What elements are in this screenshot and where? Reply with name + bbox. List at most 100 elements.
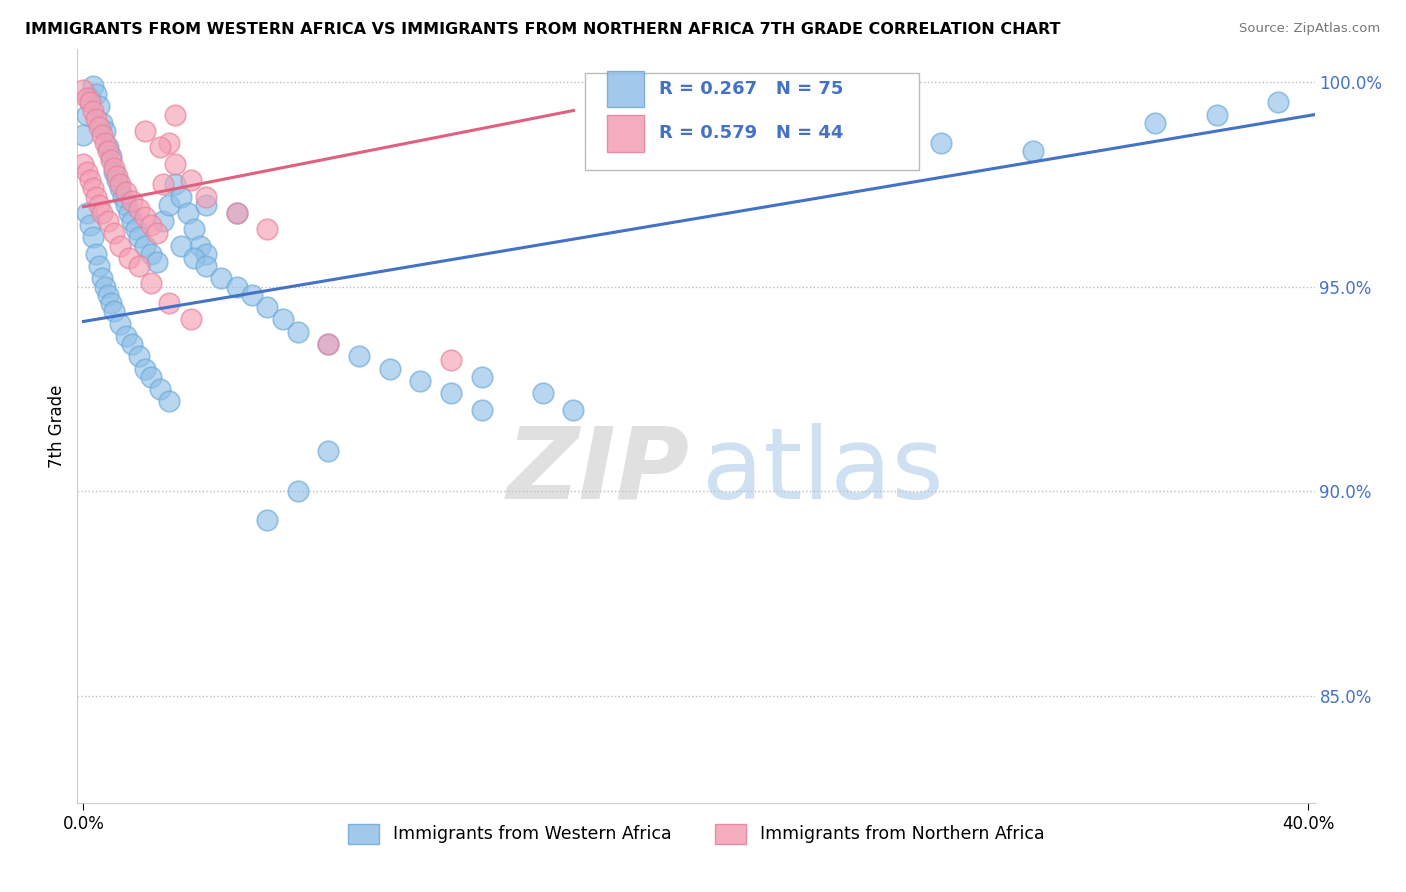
Point bbox=[256, 300, 278, 314]
Point bbox=[271, 312, 294, 326]
Point bbox=[225, 206, 247, 220]
Point bbox=[124, 222, 146, 236]
Point bbox=[79, 95, 101, 110]
Point bbox=[157, 296, 180, 310]
Point bbox=[90, 206, 112, 220]
Point bbox=[103, 161, 125, 175]
Point bbox=[225, 279, 247, 293]
Point bbox=[183, 222, 205, 236]
Point bbox=[72, 83, 94, 97]
Point bbox=[105, 169, 128, 183]
Point bbox=[176, 206, 198, 220]
Point bbox=[378, 361, 401, 376]
Point bbox=[82, 230, 104, 244]
Point bbox=[1022, 145, 1045, 159]
Point bbox=[103, 227, 125, 241]
Point bbox=[87, 99, 110, 113]
Point bbox=[440, 353, 463, 368]
Point bbox=[118, 251, 141, 265]
Point bbox=[287, 484, 309, 499]
Point bbox=[139, 247, 162, 261]
Point bbox=[72, 128, 94, 142]
Point bbox=[188, 238, 211, 252]
Point bbox=[183, 251, 205, 265]
Point bbox=[128, 202, 150, 216]
Point bbox=[87, 198, 110, 212]
Point bbox=[471, 369, 494, 384]
Point bbox=[84, 112, 107, 126]
Point bbox=[440, 386, 463, 401]
Point bbox=[105, 173, 128, 187]
Point bbox=[121, 214, 143, 228]
Point bbox=[194, 189, 217, 203]
Point bbox=[149, 140, 172, 154]
Point bbox=[79, 218, 101, 232]
Point bbox=[170, 189, 193, 203]
Point bbox=[146, 227, 169, 241]
Point bbox=[90, 271, 112, 285]
Text: R = 0.267   N = 75: R = 0.267 N = 75 bbox=[659, 80, 844, 98]
Point bbox=[97, 214, 120, 228]
Point bbox=[84, 189, 107, 203]
Point bbox=[562, 402, 585, 417]
Point bbox=[108, 238, 131, 252]
Point bbox=[115, 186, 138, 200]
Point bbox=[90, 128, 112, 142]
Point bbox=[318, 337, 340, 351]
Point bbox=[134, 210, 156, 224]
Point bbox=[194, 198, 217, 212]
Point bbox=[180, 173, 202, 187]
Point bbox=[82, 103, 104, 118]
Point bbox=[108, 317, 131, 331]
Point bbox=[134, 124, 156, 138]
Point bbox=[84, 247, 107, 261]
Point bbox=[157, 136, 180, 151]
Point bbox=[128, 349, 150, 363]
Point bbox=[139, 218, 162, 232]
Point bbox=[240, 288, 263, 302]
Point bbox=[149, 382, 172, 396]
Point bbox=[180, 312, 202, 326]
Point bbox=[409, 374, 432, 388]
Point bbox=[165, 107, 187, 121]
Point bbox=[128, 259, 150, 273]
Point bbox=[165, 157, 187, 171]
Point bbox=[76, 91, 98, 105]
Point bbox=[347, 349, 370, 363]
Point bbox=[90, 116, 112, 130]
Point bbox=[157, 198, 180, 212]
Point bbox=[87, 120, 110, 134]
Point bbox=[79, 91, 101, 105]
Point bbox=[115, 328, 138, 343]
Point bbox=[100, 153, 122, 167]
Point bbox=[165, 178, 187, 192]
Point bbox=[194, 247, 217, 261]
Point bbox=[209, 271, 232, 285]
Point bbox=[84, 87, 107, 102]
Point bbox=[157, 394, 180, 409]
Point bbox=[76, 107, 98, 121]
Point bbox=[121, 337, 143, 351]
Text: IMMIGRANTS FROM WESTERN AFRICA VS IMMIGRANTS FROM NORTHERN AFRICA 7TH GRADE CORR: IMMIGRANTS FROM WESTERN AFRICA VS IMMIGR… bbox=[25, 22, 1060, 37]
Point bbox=[134, 361, 156, 376]
Point bbox=[256, 513, 278, 527]
Point bbox=[100, 296, 122, 310]
Point bbox=[97, 288, 120, 302]
Point bbox=[1144, 116, 1167, 130]
Point bbox=[79, 173, 101, 187]
Point bbox=[118, 206, 141, 220]
Point bbox=[128, 230, 150, 244]
Point bbox=[152, 214, 174, 228]
Point bbox=[139, 369, 162, 384]
Point bbox=[318, 443, 340, 458]
Point bbox=[94, 124, 117, 138]
Text: atlas: atlas bbox=[702, 423, 943, 520]
Point bbox=[1205, 107, 1227, 121]
Point bbox=[134, 238, 156, 252]
Point bbox=[76, 206, 98, 220]
Point bbox=[112, 189, 135, 203]
Point bbox=[115, 198, 138, 212]
Point bbox=[139, 276, 162, 290]
FancyBboxPatch shape bbox=[585, 73, 918, 169]
Point bbox=[146, 255, 169, 269]
